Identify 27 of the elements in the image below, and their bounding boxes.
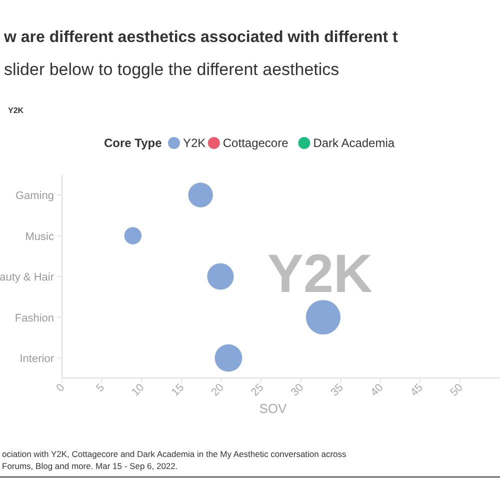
x-tick-label: 15 — [169, 382, 187, 399]
annotation: Y2K — [267, 244, 373, 304]
text: Y2K — [8, 106, 24, 115]
legend-label: Dark Academia — [313, 136, 395, 150]
x-tick-label: 25 — [249, 382, 266, 399]
x-tick-label: 50 — [448, 382, 466, 399]
x-tick-label: 40 — [368, 382, 386, 399]
legend-title: Core Type — [104, 136, 162, 150]
x-tick-label: 20 — [209, 382, 226, 399]
text: Forums, Blog and more. Mar 15 - Sep 6, 2022. — [2, 461, 178, 471]
x-tick-label: 45 — [408, 382, 426, 399]
x-tick-label: 35 — [328, 382, 346, 399]
y-tick-label: Interior — [20, 353, 54, 365]
x-tick-label: 30 — [288, 382, 306, 399]
y-tick-label: Gaming — [15, 190, 54, 202]
text: ociation with Y2K, Cottagecore and Dark Academia in the My Aesthetic conversation across — [2, 449, 346, 459]
chart-subtitle: slider below to toggle the different aesthetics — [4, 60, 340, 79]
y-tick-label: Music — [25, 230, 54, 243]
x-axis-title: SOV — [259, 401, 288, 416]
legend-label: Cottagecore — [222, 136, 289, 150]
x-tick-label: 5 — [94, 382, 107, 394]
legend-label: Y2K — [183, 136, 206, 150]
y-tick-label: Fashion — [14, 312, 54, 324]
chart-title: w are different aesthetics associated with different t — [3, 29, 399, 46]
x-tick-label: 10 — [130, 382, 147, 399]
x-tick-label: 0 — [54, 382, 68, 394]
y-tick-label: auty & Hair — [0, 272, 54, 284]
